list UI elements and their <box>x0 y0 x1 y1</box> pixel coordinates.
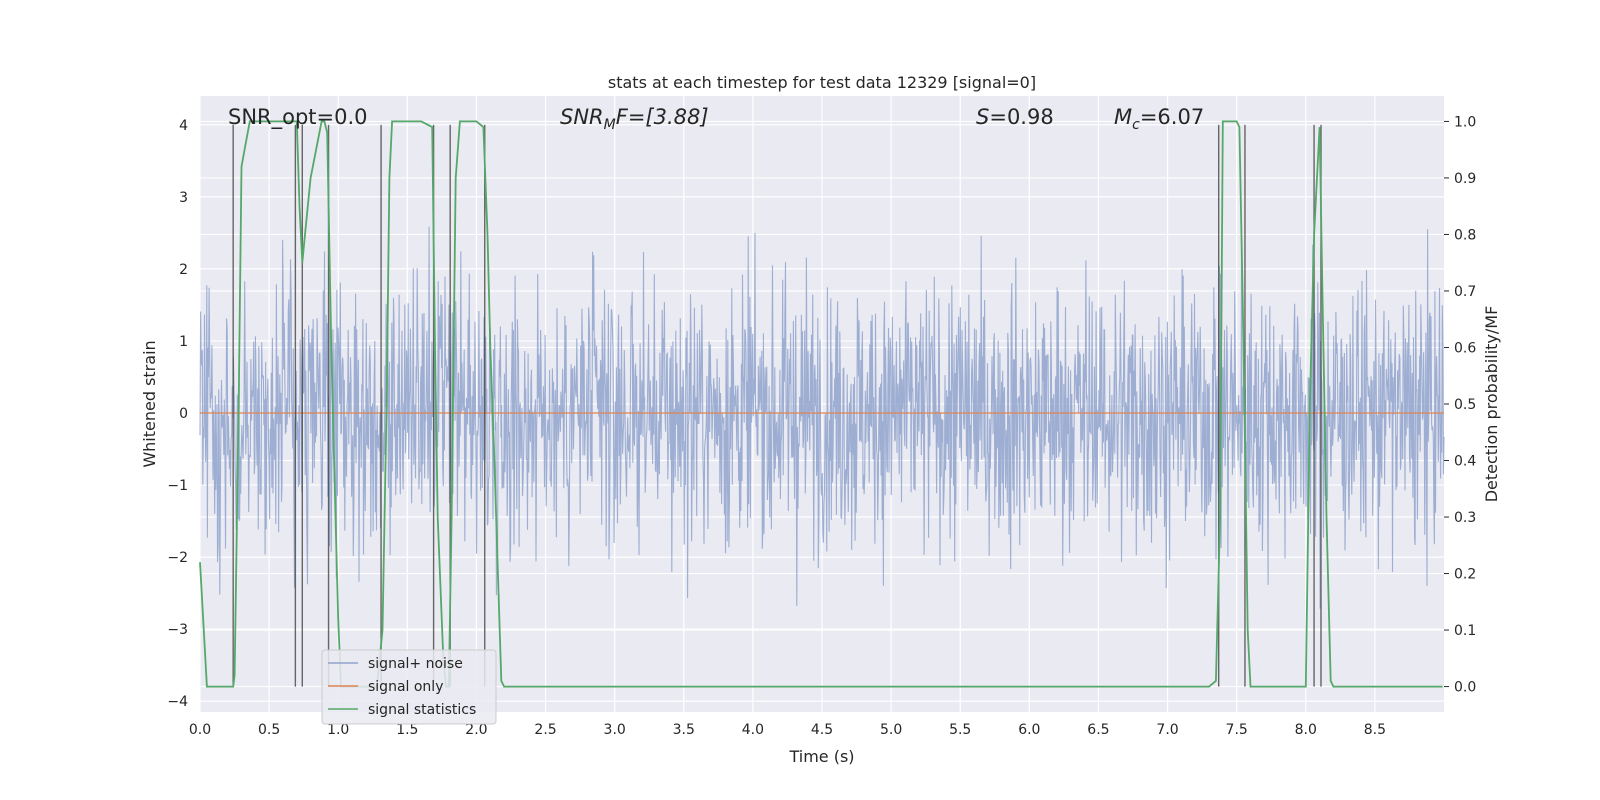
s-rest: =0.98 <box>989 105 1053 129</box>
y-right-tick-label: 1.0 <box>1454 114 1476 130</box>
chart-title: stats at each timestep for test data 123… <box>608 73 1036 92</box>
y-tick-label: 1 <box>179 334 188 350</box>
x-tick-label: 7.5 <box>1226 722 1248 738</box>
vline-layer <box>232 124 1322 687</box>
x-tick-label: 7.0 <box>1156 722 1178 738</box>
y-tick-label: −4 <box>167 694 188 710</box>
legend-label-signal-only: signal only <box>368 679 443 695</box>
x-tick-label: 8.5 <box>1364 722 1386 738</box>
mc-rest: =6.07 <box>1140 105 1204 129</box>
snr-mf-sub: M <box>604 117 616 133</box>
x-tick-label: 2.5 <box>534 722 556 738</box>
series-signal-noise-line <box>199 226 1445 609</box>
legend-box <box>321 649 497 725</box>
y-axis-label-right: Detection probability/MF <box>1482 306 1501 503</box>
y-tick-label: −3 <box>167 622 188 638</box>
x-tick-label: 0.5 <box>258 722 280 738</box>
legend: signal+ noise signal only signal statist… <box>321 649 497 725</box>
snr-mf-rest: F=[3.88] <box>616 105 709 129</box>
y-right-tick-label: 0.2 <box>1454 567 1476 583</box>
stats-layer <box>199 120 1443 688</box>
x-tick-label: 6.0 <box>1018 722 1040 738</box>
y-right-tick-label: 0.5 <box>1454 397 1476 413</box>
y-tick-label: −2 <box>167 550 188 566</box>
series-signal-statistics-line <box>199 120 1443 688</box>
mc-sub: c <box>1132 117 1140 133</box>
y-right-tick-label: 0.8 <box>1454 227 1476 243</box>
x-axis-label: Time (s) <box>788 747 854 766</box>
y-tick-label: 2 <box>179 262 188 278</box>
x-tick-label: 5.5 <box>949 722 971 738</box>
y-right-tick-label: 0.3 <box>1454 510 1476 526</box>
x-tick-label: 8.0 <box>1295 722 1317 738</box>
y-tick-label: 3 <box>179 190 188 206</box>
annotation-snr-opt: SNR_opt=0.0 <box>228 105 368 130</box>
x-tick-label: 5.0 <box>880 722 902 738</box>
x-tick-label: 1.0 <box>327 722 349 738</box>
x-tick-label: 6.5 <box>1087 722 1109 738</box>
y-right-tick-label: 0.4 <box>1454 454 1476 470</box>
s-base: S <box>976 105 989 129</box>
y-axis-label: Whitened strain <box>140 340 159 467</box>
snr-mf-base: SNR <box>560 105 604 129</box>
noise-layer <box>199 226 1445 609</box>
y-right-tick-label: 0.0 <box>1454 680 1476 696</box>
grid-layer <box>199 96 1444 712</box>
tick-layer: 0.0 0.5 1.0 1.5 2.0 2.5 3.0 3.5 4.0 4.5 5.0 5.5 6.0 6… <box>167 114 1476 738</box>
x-tick-label: 3.5 <box>673 722 695 738</box>
x-tick-label: 4.5 <box>811 722 833 738</box>
annotation-mc: Mc=6.07 <box>1114 105 1204 133</box>
x-tick-label: 2.0 <box>465 722 487 738</box>
y-tick-label: 4 <box>179 118 188 134</box>
y-tick-label: −1 <box>167 478 188 494</box>
legend-label-signal-statistics: signal statistics <box>368 702 476 718</box>
legend-label-signal-noise: signal+ noise <box>368 656 463 672</box>
x-tick-label: 4.0 <box>742 722 764 738</box>
y-right-tick-label: 0.6 <box>1454 340 1476 356</box>
x-tick-label: 1.5 <box>396 722 418 738</box>
y-tick-label: 0 <box>179 406 188 422</box>
annotation-s: S=0.98 <box>976 105 1054 129</box>
mc-base: M <box>1114 105 1132 129</box>
y-right-tick-label: 0.7 <box>1454 284 1476 300</box>
y-right-tick-label: 0.9 <box>1454 171 1476 187</box>
annotation-snr-mf: SNRMF=[3.88] <box>560 105 709 133</box>
y-right-tick-label: 0.1 <box>1454 623 1476 639</box>
x-tick-label: 0.0 <box>189 722 211 738</box>
x-tick-label: 3.0 <box>604 722 626 738</box>
